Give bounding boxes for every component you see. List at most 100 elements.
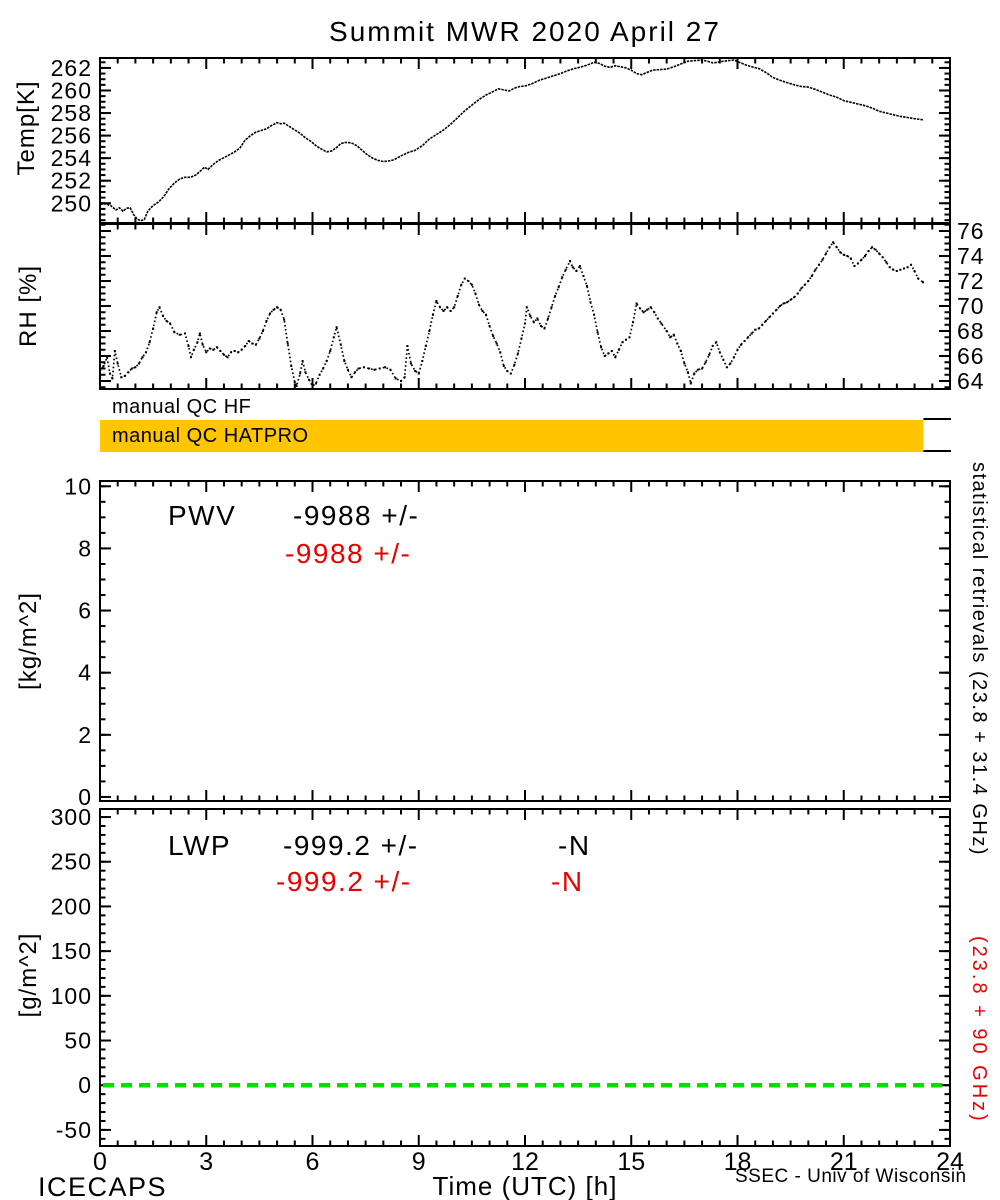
rh-data-point <box>906 266 909 269</box>
rh-data-point <box>614 356 617 359</box>
pwv-value-black: -9988 +/- <box>293 500 420 531</box>
rh-data-point <box>732 356 735 359</box>
rh-data-point <box>244 345 247 347</box>
x-tick-label: 9 <box>412 1148 426 1176</box>
rh-data-point <box>596 331 599 334</box>
rh-data-point <box>190 356 193 359</box>
y-tick-label: 254 <box>51 145 92 171</box>
rh-data-point <box>230 351 233 354</box>
rh-data-point <box>561 276 564 279</box>
rh-data-point <box>617 348 620 351</box>
rh-data-point <box>585 285 588 287</box>
rh-data-point <box>283 318 286 321</box>
rh-data-point <box>111 377 114 380</box>
y-tick-label: 2 <box>78 722 92 748</box>
y-tick-label: 256 <box>51 123 92 149</box>
rh-data-point <box>269 312 271 315</box>
rh-data-point <box>689 382 692 385</box>
rh-data-point <box>895 270 898 272</box>
rh-data-point <box>394 377 397 380</box>
rh-data-point <box>106 356 109 359</box>
rh-data-point <box>821 258 824 261</box>
rh-data-point <box>116 362 119 365</box>
rh-data-point <box>722 358 725 361</box>
rh-data-point <box>325 360 328 362</box>
y-tick-label: 260 <box>51 77 92 103</box>
rh-data-point <box>676 342 679 345</box>
rh-data-point <box>899 268 902 271</box>
rh-data-point <box>768 316 771 319</box>
rh-data-point <box>835 246 838 249</box>
rh-data-point <box>578 265 581 267</box>
y-tick-label: 6 <box>78 598 92 624</box>
rh-data-point <box>913 270 916 272</box>
rh-data-point <box>639 307 642 310</box>
rh-data-point <box>318 373 321 376</box>
rh-data-point <box>158 306 161 309</box>
rh-data-point <box>299 372 302 375</box>
rh-data-point <box>624 338 627 341</box>
rh-data-point <box>481 310 484 312</box>
rh-data-point <box>536 317 539 320</box>
rh-data-point <box>373 368 376 371</box>
rh-data-point <box>782 302 785 305</box>
y-tick-label: 200 <box>51 893 92 919</box>
rh-data-point <box>653 311 656 314</box>
rh-data-point <box>607 352 610 355</box>
rh-data-point <box>679 350 682 352</box>
rh-data-point <box>718 351 721 354</box>
rh-data-point <box>233 350 236 352</box>
x-tick-label: 0 <box>93 1148 107 1176</box>
rh-data-point <box>141 356 144 359</box>
pwv-annotation-label: PWV <box>168 500 237 531</box>
rh-data-point <box>442 310 445 312</box>
rh-data-point <box>846 255 849 257</box>
rh-data-point <box>725 366 728 369</box>
rh-data-point <box>902 267 905 270</box>
rh-data-point <box>346 368 349 371</box>
rh-data-point <box>520 337 523 340</box>
y-tick-label: 250 <box>51 849 92 875</box>
rh-data-point <box>529 315 532 317</box>
rh-data-point <box>184 332 186 335</box>
rh-data-point <box>102 365 105 367</box>
rh-data-point <box>453 306 456 309</box>
rh-data-point <box>108 372 111 375</box>
rh-data-point <box>173 331 176 334</box>
lwp-annotation-label: LWP <box>168 830 232 861</box>
rh-data-point <box>251 342 254 345</box>
rh-data-point <box>261 330 264 332</box>
rh-data-point <box>406 345 409 347</box>
side-caption-statistical: statistical retrievals (23.8 + 31.4 GHz) <box>968 462 990 857</box>
rh-data-point <box>807 280 810 282</box>
rh-data-point <box>853 265 856 267</box>
rh-data-point <box>704 361 707 364</box>
rh-data-point <box>127 371 130 374</box>
y-tick-label: -50 <box>56 1117 92 1143</box>
y-tick-label: 72 <box>957 268 985 294</box>
rh-data-point <box>463 277 466 280</box>
rh-data-point <box>477 303 480 306</box>
rh-data-point <box>414 370 417 372</box>
rh-data-point <box>155 311 158 314</box>
rh-data-point <box>237 351 240 354</box>
rh-data-point <box>276 306 279 309</box>
rh-data-point <box>525 306 528 309</box>
rh-data-point <box>295 385 298 387</box>
lwp-y-axis-label: [g/m^2] <box>15 932 42 1018</box>
rh-data-point <box>148 341 151 344</box>
rh-data-point <box>922 281 925 284</box>
rh-data-point <box>754 328 757 331</box>
rh-data-point <box>564 268 567 271</box>
rh-data-point <box>467 280 470 282</box>
rh-data-point <box>254 343 257 346</box>
rh-data-point <box>354 371 356 374</box>
rh-data-point <box>409 362 412 365</box>
rh-data-point <box>603 355 606 357</box>
rh-data-point <box>165 320 168 322</box>
rh-data-point <box>384 366 387 369</box>
rh-data-point <box>686 371 689 374</box>
rh-data-point <box>120 376 123 379</box>
rh-data-point <box>247 340 250 342</box>
rh-data-point <box>485 313 488 316</box>
